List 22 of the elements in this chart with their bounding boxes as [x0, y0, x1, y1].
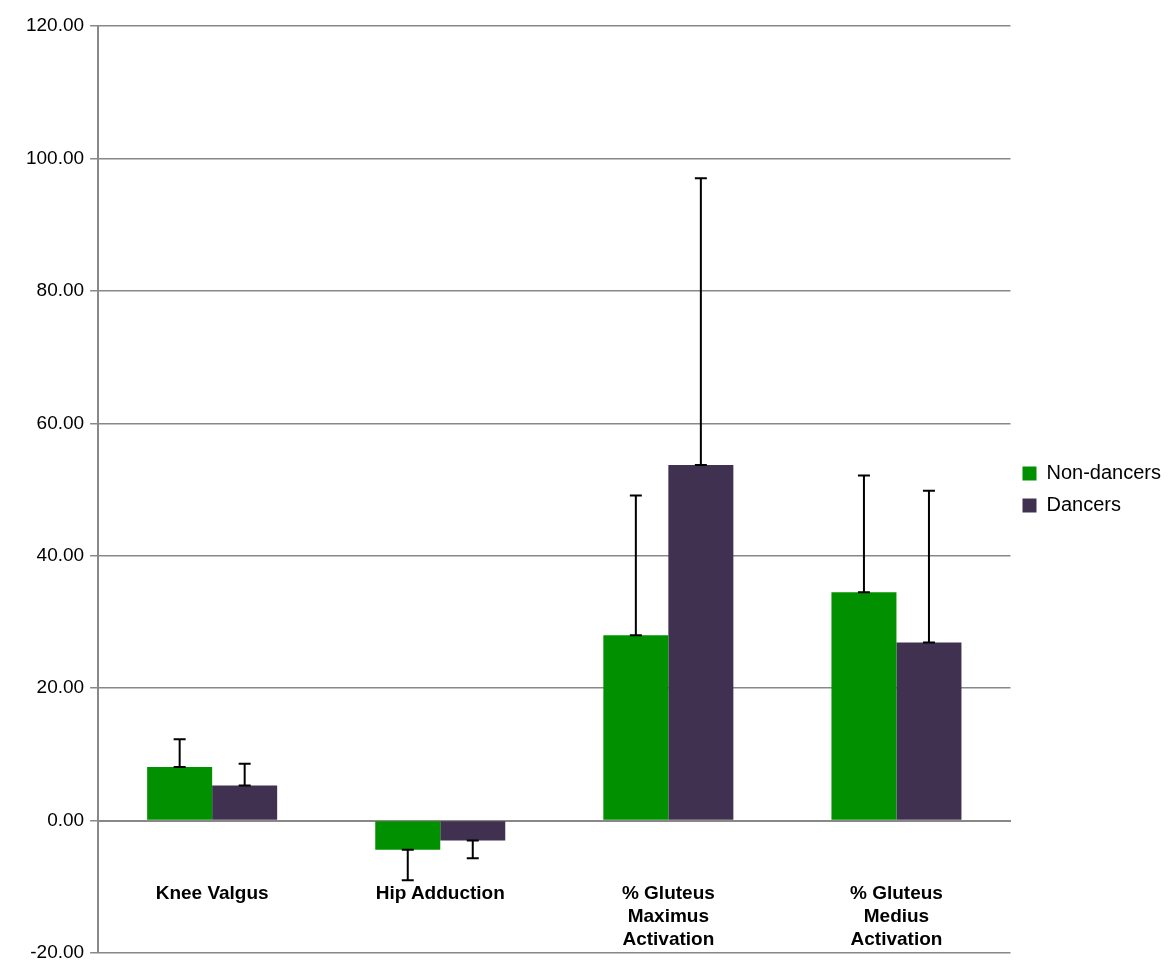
bar	[668, 465, 734, 820]
x-tick-label: % Gluteus Maximus Activation	[621, 882, 715, 949]
y-tick-label: 100.00	[25, 146, 85, 168]
x-tick-label: Knee Valgus	[155, 882, 269, 904]
y-tick-label: 80.00	[36, 279, 85, 301]
bar	[147, 766, 213, 820]
bar	[603, 635, 669, 820]
bar	[212, 785, 278, 820]
y-tick-label: 60.00	[36, 411, 85, 433]
y-tick-label: 40.00	[36, 543, 85, 565]
y-tick-label: -20.00	[30, 941, 85, 963]
y-tick-label: 20.00	[36, 676, 85, 698]
legend-label: Dancers	[1046, 493, 1121, 516]
legend-label: Non-dancers	[1046, 461, 1162, 484]
bar	[440, 821, 506, 841]
bar	[831, 592, 897, 820]
bar	[896, 642, 962, 820]
x-tick-label: Hip Adduction	[375, 882, 505, 904]
y-tick-label: 0.00	[47, 808, 85, 830]
x-tick-label: % Gluteus Medius Activation	[850, 882, 943, 949]
bar	[375, 821, 441, 850]
y-tick-label: 120.00	[25, 14, 85, 36]
